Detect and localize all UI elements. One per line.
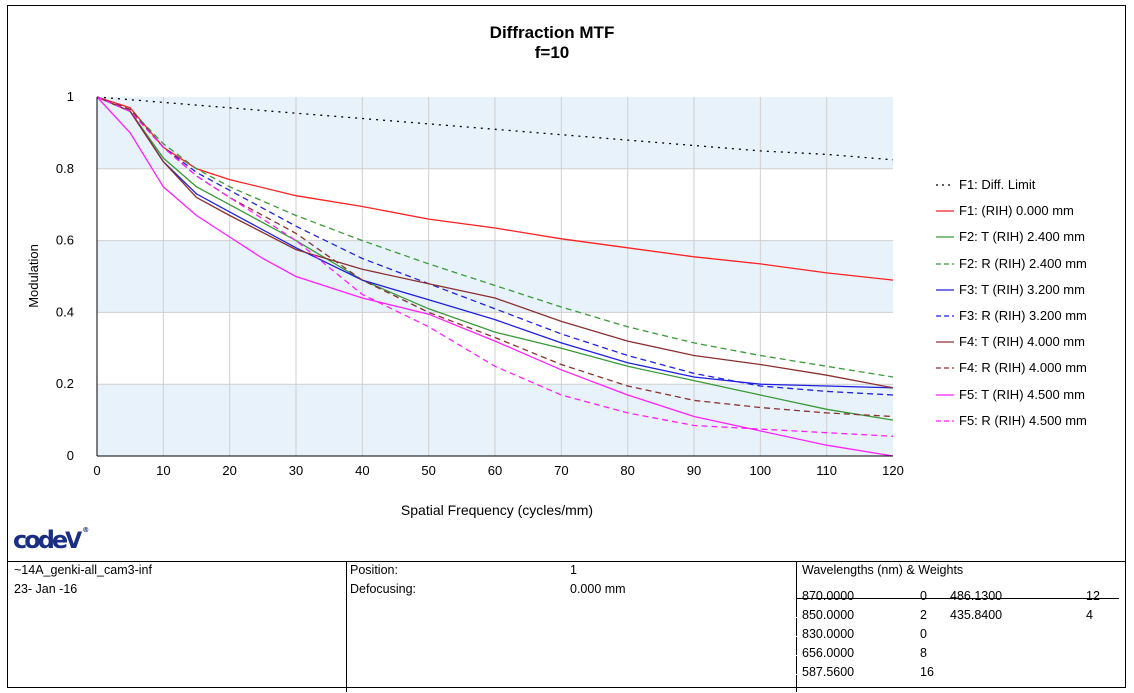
legend-swatch (936, 367, 954, 370)
legend-label: F5: T (RIH) 4.500 mm (959, 386, 1085, 402)
position-label: Position: (350, 563, 398, 577)
legend-label: F3: R (RIH) 3.200 mm (959, 308, 1087, 323)
wavelength-weight: 2 (920, 608, 927, 622)
x-tick-label: 40 (355, 463, 369, 478)
codev-logo: codeV® (13, 526, 90, 554)
wavelength-weight: 12 (1086, 589, 1100, 603)
wavelength-value: 587.5600 (802, 665, 855, 679)
wavelength-value: 830.0000 (802, 627, 855, 641)
info-table: ~14A_genki-all_cam3-inf 23- Jan -16 Posi… (7, 561, 1133, 693)
legend-label: F5: R (RIH) 4.500 mm (959, 412, 1087, 428)
series-line-8 (96, 96, 894, 418)
wavelength-value: 486.1300 (950, 589, 1003, 603)
table-top-border (7, 561, 1126, 562)
x-tick-label: 70 (554, 463, 568, 478)
series-line-3 (96, 96, 894, 421)
chart-subtitle: f=10 (535, 43, 570, 62)
defocusing-label: Defocusing: (350, 582, 417, 596)
y-tick-label: 0 (67, 448, 74, 463)
wavelength-row-line (796, 674, 1119, 675)
x-tick-label: 80 (620, 463, 634, 478)
wavelength-weight: 0 (920, 627, 927, 641)
chart-title: Diffraction MTF (490, 23, 615, 42)
series-line-1 (96, 96, 894, 161)
legend-swatch (936, 341, 954, 343)
y-tick-label: 0.4 (56, 304, 74, 319)
x-tick-label: 0 (93, 463, 100, 478)
legend-swatch (936, 420, 954, 422)
y-tick-labels: 0 0.2 0.4 0.6 0.8 1 (56, 89, 74, 463)
y-tick-label: 0.2 (56, 376, 74, 391)
legend-label: F4: T (RIH) 4.000 mm (959, 334, 1085, 350)
lens-name: ~14A_genki-all_cam3-inf (14, 563, 152, 577)
legend-label: F4: R (RIH) 4.000 mm (959, 360, 1087, 376)
legend-label: F1: (RIH) 0.000 mm (959, 203, 1074, 219)
wavelength-row-line (796, 636, 1119, 637)
lens-date: 23- Jan -16 (14, 582, 78, 596)
x-tick-label: 100 (749, 463, 771, 478)
x-tick-label: 10 (156, 463, 170, 478)
y-tick-label: 0.6 (56, 233, 74, 248)
legend-swatch (936, 210, 954, 212)
legend-label: F1: Diff. Limit (959, 177, 1036, 192)
wavelength-value: 850.0000 (802, 608, 855, 622)
legend-swatch (936, 236, 954, 239)
position-value: 1 (570, 563, 577, 577)
wavelength-row-line (796, 617, 1119, 618)
y-tick-label: 0.8 (56, 161, 74, 176)
x-tick-label: 120 (882, 463, 904, 478)
legend-swatch (936, 184, 954, 186)
defocusing-value: 0.000 mm (570, 582, 626, 596)
table-divider-2 (796, 561, 797, 692)
wavelength-weight: 16 (920, 665, 934, 679)
x-tick-labels: 0 10 20 30 40 50 60 70 80 90 100 110 120 (93, 463, 903, 478)
wavelength-weight: 0 (920, 589, 927, 603)
table-divider-1 (346, 561, 347, 692)
x-tick-label: 90 (687, 463, 701, 478)
wavelength-grid-top (796, 598, 1119, 599)
axes (96, 97, 893, 457)
grid-lines (97, 97, 893, 456)
wavelength-value: 435.8400 (950, 608, 1003, 622)
x-tick-label: 20 (222, 463, 236, 478)
y-axis-label: Modulation (26, 244, 41, 308)
series-line-2 (96, 96, 894, 281)
legend-label: F3: T (RIH) 3.200 mm (959, 281, 1085, 297)
wavelength-value: 656.0000 (802, 646, 855, 660)
series-line-9 (96, 96, 894, 457)
series-line-7 (96, 96, 894, 389)
x-tick-label: 110 (816, 463, 837, 478)
legend-swatch (936, 289, 954, 291)
legend-swatch (936, 262, 954, 265)
wavelength-weight: 8 (920, 646, 927, 660)
x-axis-label: Spatial Frequency (cycles/mm) (401, 502, 593, 518)
x-tick-label: 50 (421, 463, 435, 478)
wavelength-row-line (796, 655, 1119, 656)
legend-swatch (936, 315, 954, 317)
wavelength-value: 870.0000 (802, 589, 855, 603)
series-layer (96, 96, 894, 457)
x-tick-label: 30 (289, 463, 303, 478)
mtf-chart: Diffraction MTF f=10 0 10 20 30 40 50 60 70 80 90… (26, 23, 904, 518)
wavelength-weight: 4 (1086, 608, 1093, 622)
wavelengths-header: Wavelengths (nm) & Weights (802, 563, 964, 577)
legend-label: F2: R (RIH) 2.400 mm (959, 255, 1087, 271)
plot-frame (7, 5, 1126, 688)
y-tick-label: 1 (67, 89, 74, 104)
series-line-4 (96, 96, 894, 378)
legend-label: F2: T (RIH) 2.400 mm (959, 229, 1085, 245)
x-tick-label: 60 (488, 463, 502, 478)
legend-swatch (936, 393, 954, 396)
